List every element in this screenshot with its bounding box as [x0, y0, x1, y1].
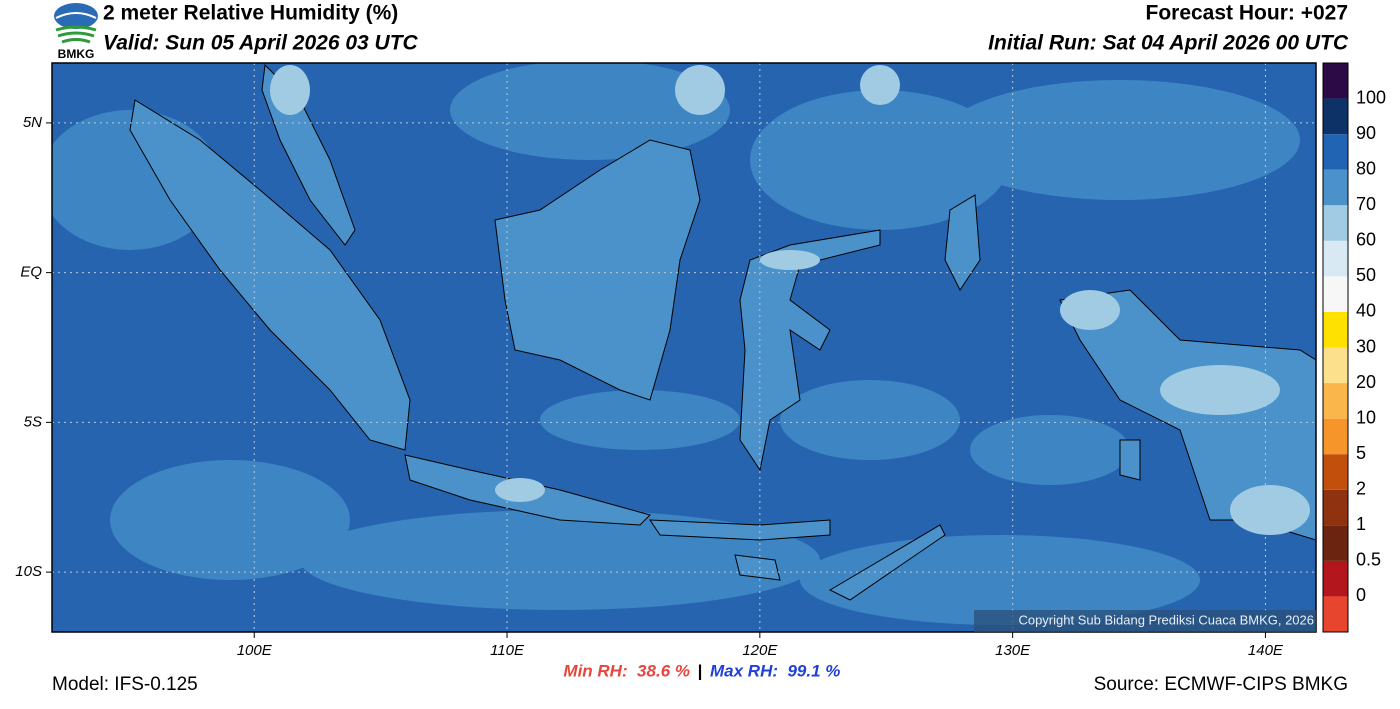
colorbar-segment: [1323, 63, 1348, 99]
colorbar-label: 1: [1356, 514, 1366, 534]
map-frame: [51, 62, 1317, 633]
colorbar-segment: [1323, 205, 1348, 241]
colorbar-label: 2: [1356, 479, 1366, 499]
colorbar-segment: [1323, 240, 1348, 277]
colorbar-segment: [1323, 383, 1348, 419]
x-tick-label: 100E: [237, 642, 273, 659]
source: Source: ECMWF-CIPS BMKG: [1094, 674, 1348, 695]
colorbar-label: 50: [1356, 265, 1376, 285]
colorbar-segment: [1323, 98, 1348, 135]
map: [52, 63, 1316, 632]
y-tick-label: 5S: [24, 413, 42, 430]
colorbar-label: 70: [1356, 194, 1376, 214]
x-tick-label: 120E: [742, 642, 778, 659]
y-tick-label: 5N: [23, 114, 42, 131]
x-tick-label: 110E: [490, 642, 525, 659]
colorbar-label: 5: [1356, 443, 1366, 463]
model: Model: IFS-0.125: [52, 674, 198, 695]
colorbar-segment: [1323, 418, 1348, 455]
colorbar-label: 100: [1356, 87, 1386, 107]
colorbar-segment: [1323, 489, 1348, 526]
colorbar-label: 0: [1356, 585, 1366, 605]
copyright: Copyright Sub Bidang Prediksi Cuaca BMKG…: [1018, 612, 1314, 627]
colorbar: 0 0.5 1 2 5 10 20 30 40 50 60 70 80 90 100: [1322, 62, 1386, 633]
max-rh: Max RH: 99.1 %: [710, 661, 840, 680]
colorbar-label: 0.5: [1356, 550, 1381, 570]
colorbar-segment: [1323, 454, 1348, 490]
min-rh: Min RH: 38.6 %: [563, 661, 690, 680]
separator: |: [698, 661, 703, 680]
colorbar-segment: [1323, 347, 1348, 384]
colorbar-label: 30: [1356, 336, 1376, 356]
valid-time: Valid: Sun 05 April 2026 03 UTC: [103, 32, 419, 55]
colorbar-segment: [1323, 169, 1348, 206]
landmass: [129, 63, 1316, 601]
colorbar-label: 20: [1356, 372, 1376, 392]
title: 2 meter Relative Humidity (%): [103, 2, 398, 25]
colorbar-frame: [1322, 62, 1349, 633]
colorbar-segment: [1323, 311, 1348, 348]
grid: [52, 63, 1316, 632]
forecast-hour: Forecast Hour: +027: [1146, 2, 1349, 25]
logo: BMKG: [54, 3, 98, 61]
colorbar-segment: [1323, 596, 1348, 632]
colorbar-label: 40: [1356, 301, 1376, 321]
x-tick-label: 130E: [995, 642, 1031, 659]
logo-text: BMKG: [58, 47, 95, 61]
x-tick-label: 140E: [1248, 642, 1284, 659]
colorbar-segment: [1323, 276, 1348, 312]
y-tick-label: EQ: [20, 264, 42, 281]
dry-patches: [270, 65, 1310, 535]
colorbar-segment: [1323, 560, 1348, 597]
colorbar-label: 60: [1356, 230, 1376, 250]
colorbar-label: 90: [1356, 123, 1376, 143]
ticks: 100E 110E 120E 130E 140E 5N EQ 5S 10S: [15, 114, 1284, 659]
y-tick-label: 10S: [15, 563, 42, 580]
colorbar-label: 80: [1356, 158, 1376, 178]
colorbar-label: 10: [1356, 407, 1376, 427]
colorbar-segment: [1323, 525, 1348, 561]
copyright-box: [974, 610, 1316, 632]
colorbar-segment: [1323, 134, 1348, 170]
initial-run: Initial Run: Sat 04 April 2026 00 UTC: [988, 32, 1349, 55]
